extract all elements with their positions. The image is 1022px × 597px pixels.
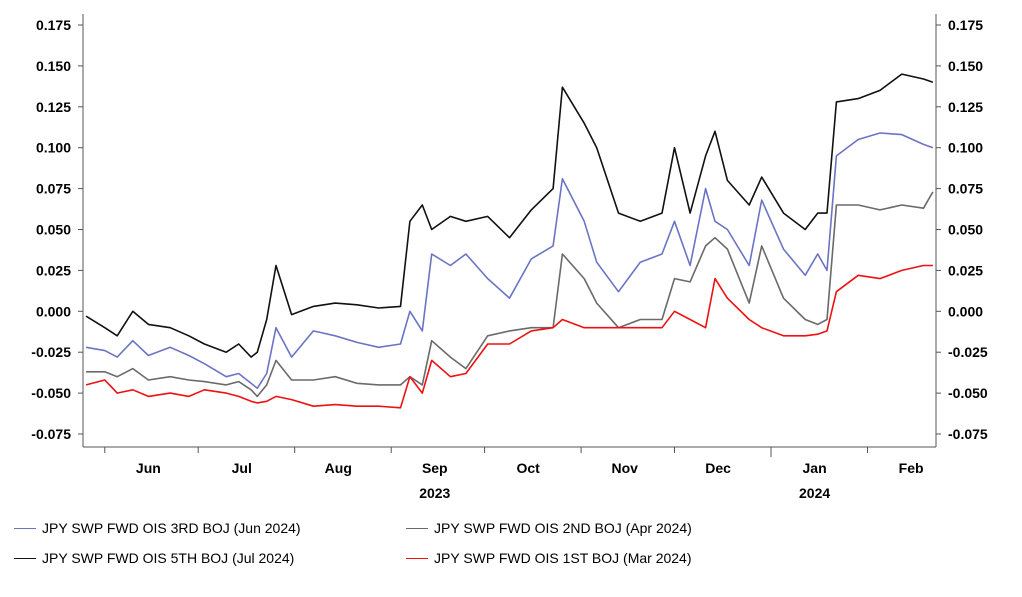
chart-tick-labels: 0.175 0.175 0.150 0.150 0.125 0.125 0.100 0.100… — [31, 17, 988, 501]
y-tick-label-left: 0.125 — [36, 99, 71, 115]
y-tick-label-left: 0.150 — [36, 58, 71, 74]
y-tick-label-right: 0.125 — [948, 99, 983, 115]
series-line-2 — [86, 191, 934, 398]
y-tick-label-left: 0.175 — [36, 17, 71, 33]
legend-swatch-5th-boj — [14, 557, 36, 559]
line-chart: 0.175 0.175 0.150 0.150 0.125 0.125 0.100 0.100… — [31, 14, 988, 501]
y-tick-label-right: 0.025 — [948, 262, 983, 278]
legend-label-2nd-boj: JPY SWP FWD OIS 2ND BOJ (Apr 2024) — [434, 520, 692, 536]
x-tick-label: Feb — [899, 460, 924, 476]
y-tick-label-right: -0.075 — [948, 426, 988, 442]
x-year-label: 2024 — [799, 485, 830, 501]
y-tick-label-left: 0.075 — [36, 181, 71, 197]
y-tick-label-left: -0.050 — [31, 385, 71, 401]
x-year-label: 2023 — [419, 485, 450, 501]
y-tick-label-left: 0.025 — [36, 262, 71, 278]
y-tick-label-left: 0.000 — [36, 303, 71, 319]
x-tick-label: Dec — [705, 460, 731, 476]
y-tick-label-left: -0.075 — [31, 426, 71, 442]
y-tick-label-left: 0.050 — [36, 222, 71, 238]
legend-label-1st-boj: JPY SWP FWD OIS 1ST BOJ (Mar 2024) — [434, 550, 692, 566]
legend-swatch-2nd-boj — [406, 527, 428, 529]
y-tick-label-right: 0.075 — [948, 181, 983, 197]
legend-item-1st-boj: JPY SWP FWD OIS 1ST BOJ (Mar 2024) — [406, 550, 692, 566]
legend-swatch-1st-boj — [406, 557, 428, 559]
x-tick-label: Jan — [803, 460, 827, 476]
x-tick-label: Jun — [136, 460, 161, 476]
y-tick-label-left: -0.025 — [31, 344, 71, 360]
y-tick-label-right: -0.050 — [948, 385, 988, 401]
legend-item-3rd-boj: JPY SWP FWD OIS 3RD BOJ (Jun 2024) — [14, 520, 301, 536]
y-tick-label-right: 0.000 — [948, 303, 983, 319]
legend-label-5th-boj: JPY SWP FWD OIS 5TH BOJ (Jul 2024) — [42, 550, 295, 566]
x-tick-label: Oct — [517, 460, 541, 476]
y-tick-label-right: 0.175 — [948, 17, 983, 33]
series-line-1 — [85, 132, 934, 390]
x-tick-label: Jul — [232, 460, 252, 476]
legend-label-3rd-boj: JPY SWP FWD OIS 3RD BOJ (Jun 2024) — [42, 520, 301, 536]
legend-swatch-3rd-boj — [14, 527, 36, 529]
y-tick-label-left: 0.100 — [36, 140, 71, 156]
y-tick-label-right: 0.050 — [948, 222, 983, 238]
series-line-3 — [85, 73, 934, 358]
legend-item-2nd-boj: JPY SWP FWD OIS 2ND BOJ (Apr 2024) — [406, 520, 692, 536]
series-line-4 — [85, 264, 933, 409]
legend-item-5th-boj: JPY SWP FWD OIS 5TH BOJ (Jul 2024) — [14, 550, 294, 566]
y-tick-label-right: 0.100 — [948, 140, 983, 156]
y-tick-label-right: 0.150 — [948, 58, 983, 74]
y-tick-label-right: -0.025 — [948, 344, 988, 360]
chart-axes — [78, 14, 941, 457]
x-tick-label: Sep — [422, 460, 448, 476]
x-tick-label: Aug — [325, 460, 352, 476]
chart-series — [85, 73, 934, 409]
x-tick-label: Nov — [611, 460, 638, 476]
